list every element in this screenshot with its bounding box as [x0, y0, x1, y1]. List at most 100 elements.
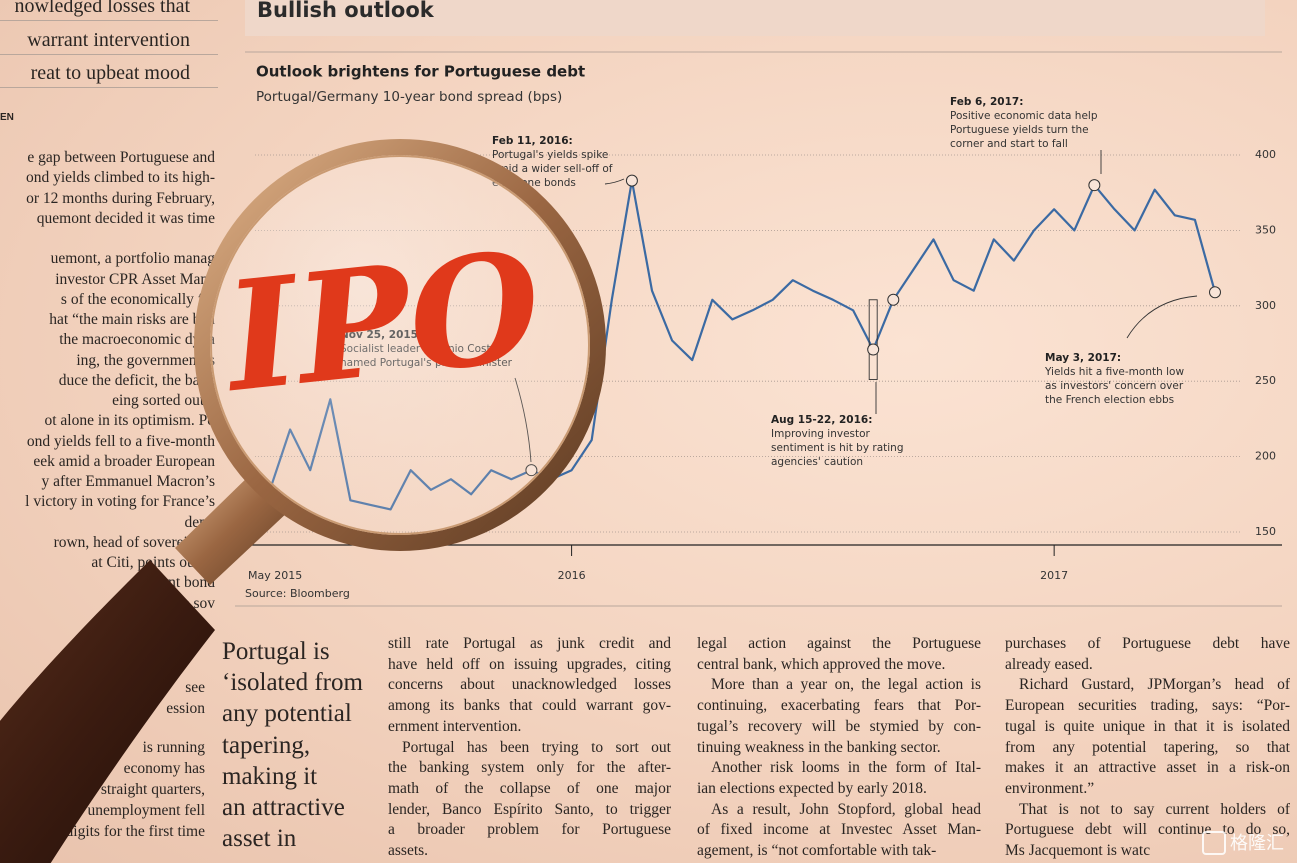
event-marker [625, 174, 638, 187]
source: Source: Bloomberg [245, 587, 350, 600]
body-line: the banking system only for the after- [388, 759, 671, 777]
lens-rim [194, 139, 606, 551]
body-line: still rate Portugal as junk credit and [388, 635, 671, 652]
body-line: quemont decided it was time [36, 209, 215, 227]
byline: EN [0, 112, 14, 123]
body-line: agement, is “not comfortable with tak- [697, 842, 937, 859]
body-line: eing sorted out”. [112, 392, 215, 409]
body-line: tinuing weakness in the banking sector. [697, 738, 941, 756]
pull-quote-line: an attractive [222, 794, 345, 821]
event-marker [867, 343, 880, 356]
x-tick-label: 2017 [1040, 569, 1068, 582]
handle [0, 560, 215, 863]
body-line: straight quarters, [100, 781, 205, 798]
annotation-date: Aug 15-22, 2016: [771, 414, 872, 426]
body-line: tugal is quite unique in that it is isol… [1005, 717, 1290, 735]
header-band [245, 0, 1265, 36]
body-line: already eased. [1005, 655, 1093, 673]
headline-fragment: reat to upbeat mood [30, 62, 190, 84]
body-line: the macroeconomic dyna [59, 331, 215, 349]
body-line: That is not to say current holders of [1019, 800, 1290, 818]
watermark: 格隆汇 [1230, 833, 1284, 854]
body-line: l victory in voting for France’s [25, 493, 215, 511]
rule [0, 87, 218, 88]
annotation-text: amid a wider sell-off of [492, 163, 613, 175]
annotation-text: as investors' concern over [1045, 380, 1184, 392]
chart-title: Outlook brightens for Portuguese debt [256, 63, 585, 81]
body-line: economy has [123, 760, 205, 777]
pull-quote-line: tapering, [222, 731, 311, 759]
annotation-text: Portugal's yields spike [492, 149, 608, 161]
event-marker [1209, 286, 1221, 299]
annotation-text: the French election ebbs [1045, 394, 1174, 406]
pull-quote-line: Portugal is [222, 638, 330, 665]
body-line: rown, head of sovereign d [53, 533, 215, 551]
body-line: makes it an attractive asset in a risk-o… [1005, 759, 1290, 777]
body-line: ernment intervention. [388, 717, 522, 735]
body-line: Portugal has been trying to sort out [402, 738, 671, 756]
y-tick-label: 350 [1255, 223, 1276, 236]
annotation-text: Yields hit a five-month low [1044, 366, 1184, 378]
body-line: e gap between Portuguese and [27, 149, 215, 166]
body-line: a broader problem for Portuguese [388, 821, 671, 839]
body-line: ession [166, 699, 205, 717]
body-line: digits for the first time [65, 823, 205, 840]
annotation-text: Improving investor [771, 428, 871, 440]
body-line: among its banks that could warrant gov- [388, 697, 671, 715]
body-line: duce the deficit, the bank [58, 371, 215, 389]
y-tick-label: 150 [1255, 525, 1276, 538]
annotation-date: Feb 6, 2017: [950, 96, 1023, 108]
body-line: continuing, exacerbating fears that Por- [697, 697, 981, 715]
body-line: lender, Banco Espírito Santo, to trigger [388, 800, 671, 818]
ferrule [175, 470, 290, 585]
rule [0, 53, 218, 55]
y-tick-label: 300 [1255, 299, 1276, 312]
body-line: purchases of Portuguese debt have [1005, 635, 1290, 652]
body-line: tugal’s recovery will be stymied by con- [697, 717, 981, 735]
body-line: central bank, which approved the move. [697, 655, 946, 673]
body-line: ond yields fell to a five-month [26, 432, 215, 450]
body-line: or 12 months during February, [26, 189, 215, 207]
event-marker [887, 293, 900, 306]
body-line: see [185, 679, 205, 696]
body-line: ian elections expected by early 2018. [697, 779, 927, 797]
annotation-text: sentiment is hit by rating [771, 442, 904, 454]
y-tick-label: 250 [1255, 374, 1276, 387]
range-box [868, 299, 878, 380]
section-title: Bullish outlook [257, 0, 435, 22]
y-tick-label: 400 [1255, 148, 1276, 161]
body-line: unemployment fell [87, 802, 205, 819]
body-line: legal action against the Portuguese [697, 635, 981, 652]
body-line: Ms Jacquemont is watc [1005, 842, 1151, 859]
body-line: concerns about unacknowledged losses [388, 676, 671, 694]
headline-fragment: warrant intervention [27, 28, 190, 51]
annotation-text: Portuguese yields turn the [950, 124, 1089, 136]
pull-quote-line: asset in [222, 825, 297, 853]
x-tick-label: May 2015 [248, 569, 302, 582]
body-line: at Citi, points out th [91, 554, 215, 571]
body-line: assets. [388, 842, 429, 859]
rule [0, 20, 218, 21]
body-line: Portuguese debt will continue to do so, [1005, 821, 1290, 839]
body-line: As a result, John Stopford, global head [711, 800, 981, 818]
body-line: eek amid a broader European [33, 452, 215, 470]
headline-fragment: nowledged losses that [14, 0, 190, 17]
pull-quote-line: any potential [222, 700, 352, 728]
lens-inner-rim [210, 155, 590, 535]
body-line: uemont, a portfolio manag [50, 250, 215, 268]
body-line: Richard Gustard, JPMorgan’s head of [1019, 676, 1290, 694]
body-line: is running [142, 739, 205, 756]
annotation-text: agencies' caution [771, 456, 863, 468]
watermark-icon [1202, 831, 1226, 855]
body-line: of fixed income at Investec Asset Man- [697, 821, 981, 839]
body-line: ing, the government is [76, 351, 215, 369]
pull-quote-line: ‘isolated from [222, 669, 363, 697]
body-line: investor CPR Asset Mana [55, 270, 215, 288]
body-line: ond yields climbed to its high- [26, 169, 215, 187]
annotation-arrow [604, 178, 625, 185]
body-line: environment.” [1005, 779, 1095, 797]
